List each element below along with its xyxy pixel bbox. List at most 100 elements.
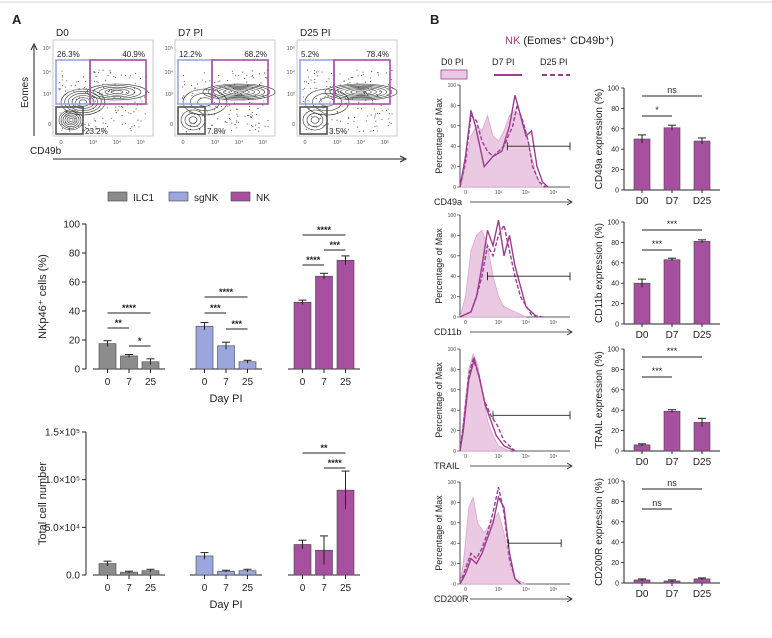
flow-event-dot <box>115 112 117 114</box>
y-tick-label: 80 <box>611 499 619 506</box>
x-tick-label: 25 <box>340 583 352 594</box>
histogram-x-tick-label: 10³ <box>495 454 503 460</box>
x-tick-label: 0 <box>202 583 208 594</box>
flow-y-tick: 10³ <box>287 92 295 98</box>
flow-event-dot <box>110 89 112 91</box>
flow-event-dot <box>351 76 353 78</box>
flow-event-dot <box>61 79 63 81</box>
significance-label: ** <box>320 443 328 453</box>
y-tick-label: 60 <box>611 260 619 267</box>
x-tick-label: 7 <box>223 377 229 388</box>
flow-event-dot <box>376 125 378 127</box>
y-tick-label: 40 <box>69 307 81 318</box>
flow-event-dot <box>356 82 358 84</box>
flow-event-dot <box>376 130 378 132</box>
x-tick-label: D25 <box>693 589 712 600</box>
flow-event-dot <box>205 81 207 83</box>
flow-event-dot <box>336 110 338 112</box>
flow-event-dot <box>134 101 136 103</box>
flow-y-tick: 10⁴ <box>165 69 174 76</box>
grouped-bar-chart-0: 0 20 40 60 80 100 NKp46⁺ cells (%) 0 7 25 0 7 25 0 7 25… <box>37 220 360 405</box>
flow-event-dot <box>364 81 366 83</box>
flow-event-dot <box>314 78 316 81</box>
arrow-right-icon <box>566 198 573 206</box>
bar <box>336 259 355 370</box>
flow-event-dot <box>313 73 316 75</box>
flow-event-dot <box>95 100 97 102</box>
gate-ilc1-pct: 3.5% <box>329 127 347 136</box>
cd49b-axis-label: CD49b <box>30 146 62 157</box>
y-tick-label: 5.0×10⁴ <box>45 523 80 534</box>
flow-event-dot <box>121 123 123 125</box>
flow-y-tick: 10⁵ <box>43 45 51 52</box>
flow-event-dot <box>113 75 115 78</box>
flow-event-dot <box>59 88 61 90</box>
flow-event-dot <box>308 76 310 78</box>
flow-event-dot <box>317 75 319 77</box>
flow-event-dot <box>391 113 393 115</box>
x-axis-label: Day PI <box>209 393 242 405</box>
flow-event-dot <box>357 75 359 77</box>
flow-event-dot <box>362 71 364 73</box>
flow-event-dot <box>101 99 103 101</box>
flow-event-dot <box>67 114 69 116</box>
flow-event-dot <box>324 95 326 97</box>
arrow-right-icon <box>566 462 573 470</box>
flow-event-dot <box>66 80 68 82</box>
x-tick-label: 7 <box>126 583 132 594</box>
flow-contour <box>62 113 80 128</box>
significance-label: *** <box>667 346 678 356</box>
flow-event-dot <box>248 109 250 111</box>
flow-event-dot <box>373 108 375 110</box>
flow-event-dot <box>231 122 233 124</box>
significance-label: *** <box>329 240 340 250</box>
flow-event-dot <box>353 120 355 122</box>
flow-event-dot <box>83 130 85 132</box>
gate-nk <box>333 59 391 105</box>
histogram-x-tick-label: 0 <box>464 454 467 460</box>
flow-event-dot <box>320 117 322 120</box>
flow-event-dot <box>117 109 119 111</box>
flow-event-dot <box>148 91 150 94</box>
flow-event-dot <box>125 110 127 112</box>
gate-nk-pct: 40.9% <box>122 50 145 59</box>
flow-event-dot <box>387 124 389 126</box>
flow-event-dot <box>135 108 137 110</box>
flow-event-dot <box>93 118 95 120</box>
flow-event-dot <box>347 83 349 85</box>
significance-label: ** <box>115 318 123 328</box>
flow-event-dot <box>126 91 128 93</box>
flow-event-dot <box>377 74 379 76</box>
flow-event-dot <box>224 121 226 123</box>
x-tick-label: 0 <box>202 377 208 388</box>
x-tick-label: D25 <box>693 196 712 207</box>
histogram-marker-label: CD11b <box>434 327 461 337</box>
flow-event-dot <box>224 90 226 92</box>
flow-event-dot <box>66 111 68 113</box>
flow-event-dot <box>391 70 393 72</box>
x-tick-label: 0 <box>300 377 306 388</box>
gate-nk <box>211 59 269 105</box>
flow-event-dot <box>305 128 307 130</box>
flow-event-dot <box>137 119 139 121</box>
flow-event-dot <box>237 115 239 117</box>
flow-event-dot <box>201 79 203 81</box>
flow-event-dot <box>365 92 368 94</box>
flow-event-dot <box>310 79 312 81</box>
x-tick-label: 0 <box>105 377 111 388</box>
histogram-marker-label: CD49a <box>434 197 462 207</box>
arrow-right-icon <box>566 328 573 336</box>
flow-event-dot <box>371 100 374 102</box>
histogram-y-tick-label: 40 <box>450 144 456 150</box>
flow-event-dot <box>134 72 137 74</box>
flow-event-dot <box>219 80 221 82</box>
x-tick-label: D7 <box>666 457 679 468</box>
histogram-d25-line <box>459 356 516 452</box>
flow-event-dot <box>111 117 113 119</box>
flow-event-dot <box>216 89 219 92</box>
histogram-x-tick-label: 0 <box>464 587 467 593</box>
flow-event-dot <box>119 96 121 98</box>
bar <box>195 325 214 370</box>
x-tick-label: 0 <box>105 583 111 594</box>
